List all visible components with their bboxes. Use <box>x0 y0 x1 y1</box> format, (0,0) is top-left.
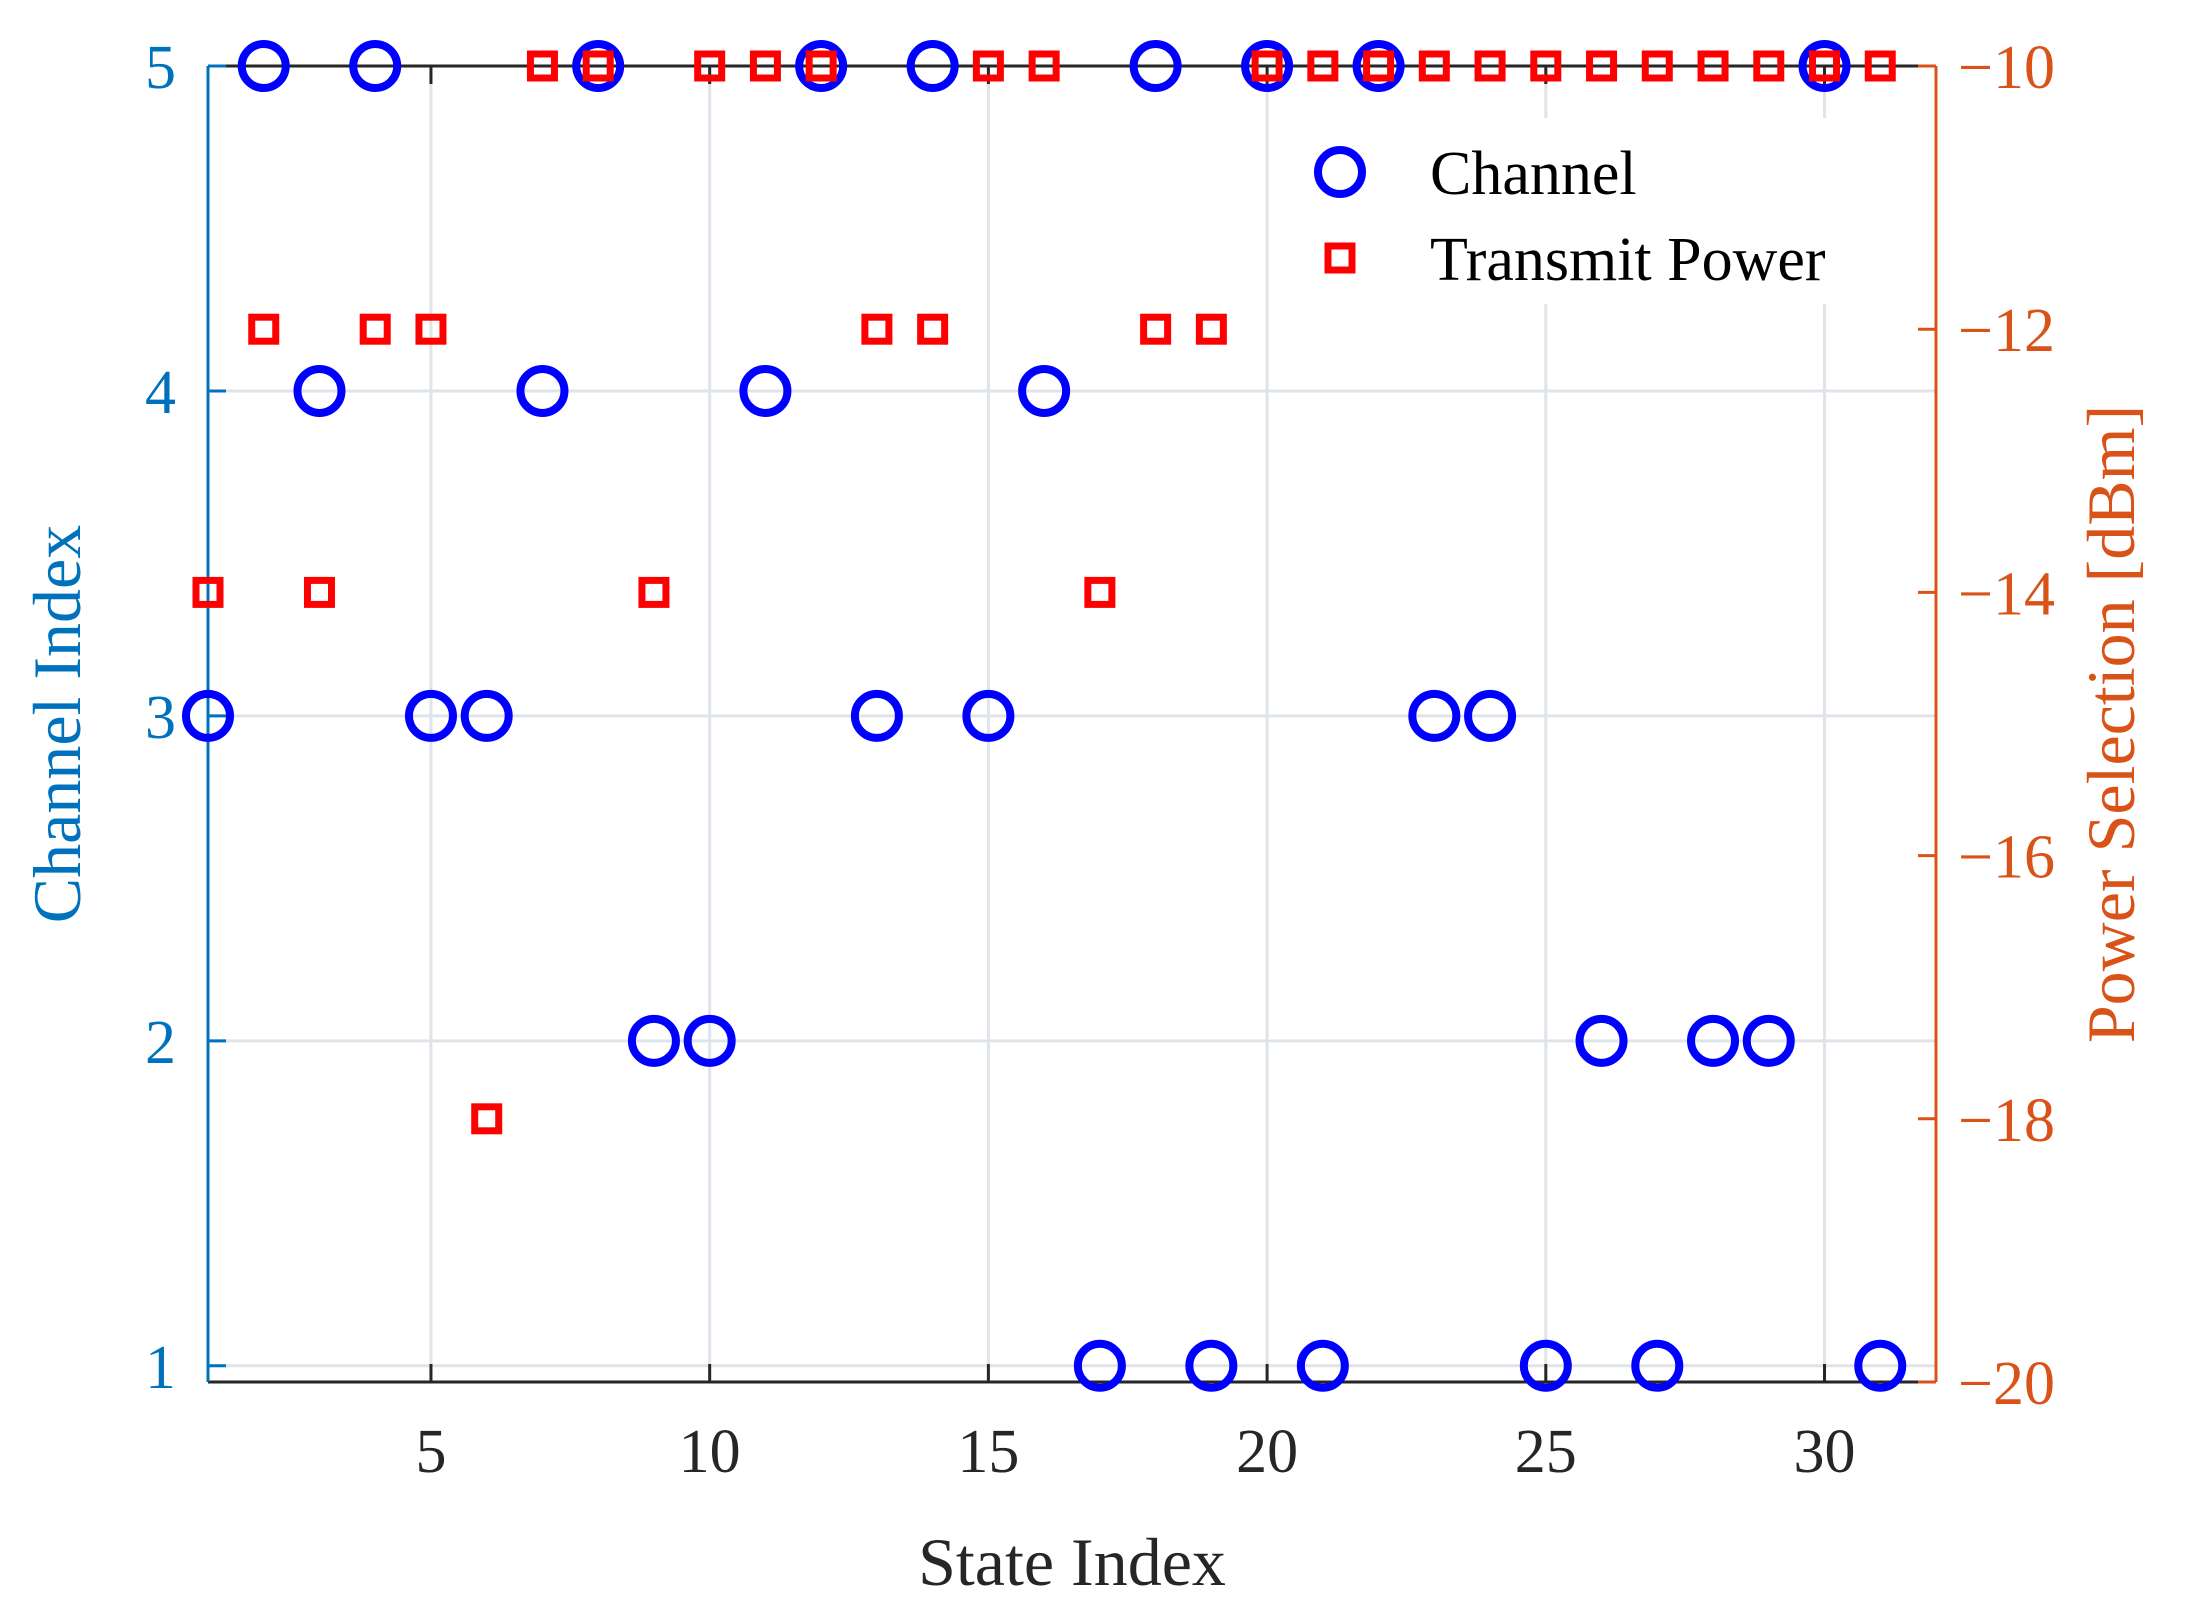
power-point <box>303 576 335 608</box>
channel-point <box>627 1014 680 1067</box>
channel-point <box>962 689 1015 742</box>
power-point <box>1418 50 1450 82</box>
power-point <box>1084 576 1116 608</box>
power-point <box>1474 50 1506 82</box>
left-y-tick-label: 1 <box>145 1334 176 1402</box>
channel-point <box>516 364 569 417</box>
power-point <box>1307 50 1339 82</box>
channel-point <box>1018 364 1071 417</box>
channel-point <box>683 1014 736 1067</box>
x-tick-label: 30 <box>1794 1418 1856 1486</box>
channel-point <box>1519 1339 1572 1392</box>
channel-point <box>572 40 625 92</box>
power-point <box>1586 50 1618 82</box>
left-y-tick-label: 4 <box>145 359 176 427</box>
right-y-tick-label: −10 <box>1958 34 2055 102</box>
power-point <box>1753 50 1785 82</box>
power-point <box>1864 50 1896 82</box>
right-y-tick-label: −12 <box>1958 297 2055 365</box>
power-point <box>415 313 447 345</box>
power-point <box>192 576 224 608</box>
power-point <box>1251 50 1283 82</box>
channel-point <box>1687 1014 1740 1067</box>
x-tick-label: 20 <box>1236 1418 1298 1486</box>
legend: Channel Transmit Power <box>1290 118 1886 304</box>
channel-point <box>906 40 959 92</box>
power-point <box>638 576 670 608</box>
channel-point <box>850 689 903 742</box>
power-point <box>1140 313 1172 345</box>
right-y-axis-title: Power Selection [dBm] <box>2073 405 2149 1043</box>
power-point <box>1363 50 1395 82</box>
channel-point <box>404 689 457 742</box>
power-point <box>471 1103 503 1135</box>
channel-point <box>293 364 346 417</box>
channel-point <box>1129 40 1182 92</box>
legend-power-label: Transmit Power <box>1430 226 1826 294</box>
channel-point <box>460 689 513 742</box>
x-axis-title: State Index <box>918 1524 1226 1600</box>
left-y-tick-label: 3 <box>145 684 176 752</box>
power-point <box>582 50 614 82</box>
channel-point <box>1575 1014 1628 1067</box>
left-y-tick-label: 2 <box>145 1009 176 1077</box>
left-y-tick-label: 5 <box>145 34 176 102</box>
power-point <box>972 50 1004 82</box>
legend-channel-marker <box>1314 146 1366 198</box>
channel-point <box>237 40 290 92</box>
channel-point <box>739 364 792 417</box>
x-tick-label: 25 <box>1515 1418 1577 1486</box>
power-point <box>526 50 558 82</box>
power-point <box>917 313 949 345</box>
channel-point <box>1854 1339 1907 1392</box>
channel-point <box>795 40 848 92</box>
channel-point <box>1798 40 1851 92</box>
marks-layer <box>182 40 1907 1392</box>
power-point <box>1028 50 1060 82</box>
right-y-tick-label: −14 <box>1958 560 2055 628</box>
power-point <box>1530 50 1562 82</box>
x-tick-label: 10 <box>679 1418 741 1486</box>
right-y-tick-label: −16 <box>1958 824 2055 892</box>
channel-point <box>1296 1339 1349 1392</box>
power-point <box>1195 313 1227 345</box>
labels-layer: 5 10 15 20 25 30 1 2 3 4 5 −20 −18 −16 −14 −12 −10 State … <box>19 34 2149 1600</box>
right-y-tick-label: −18 <box>1958 1087 2055 1155</box>
channel-point <box>1408 689 1461 742</box>
x-tick-label: 5 <box>415 1418 446 1486</box>
channel-point <box>1464 689 1517 742</box>
power-point <box>1697 50 1729 82</box>
x-tick-label: 15 <box>957 1418 1019 1486</box>
power-point <box>861 313 893 345</box>
power-point <box>1809 50 1841 82</box>
power-point <box>749 50 781 82</box>
channel-point <box>1073 1339 1126 1392</box>
channel-point <box>349 40 402 92</box>
channel-point <box>1352 40 1405 92</box>
channel-point <box>1742 1014 1795 1067</box>
legend-channel-label: Channel <box>1430 140 1637 208</box>
power-point <box>805 50 837 82</box>
legend-power-marker <box>1324 242 1356 274</box>
channel-point <box>1185 1339 1238 1392</box>
power-point <box>359 313 391 345</box>
right-y-tick-label: −20 <box>1958 1350 2055 1418</box>
power-point <box>1641 50 1673 82</box>
channel-point <box>182 689 234 742</box>
channel-point <box>1631 1339 1684 1392</box>
power-point <box>694 50 726 82</box>
legend-box <box>1290 118 1886 304</box>
left-y-axis-title: Channel Index <box>19 525 95 923</box>
channel-point <box>1241 40 1294 92</box>
power-point <box>248 313 280 345</box>
